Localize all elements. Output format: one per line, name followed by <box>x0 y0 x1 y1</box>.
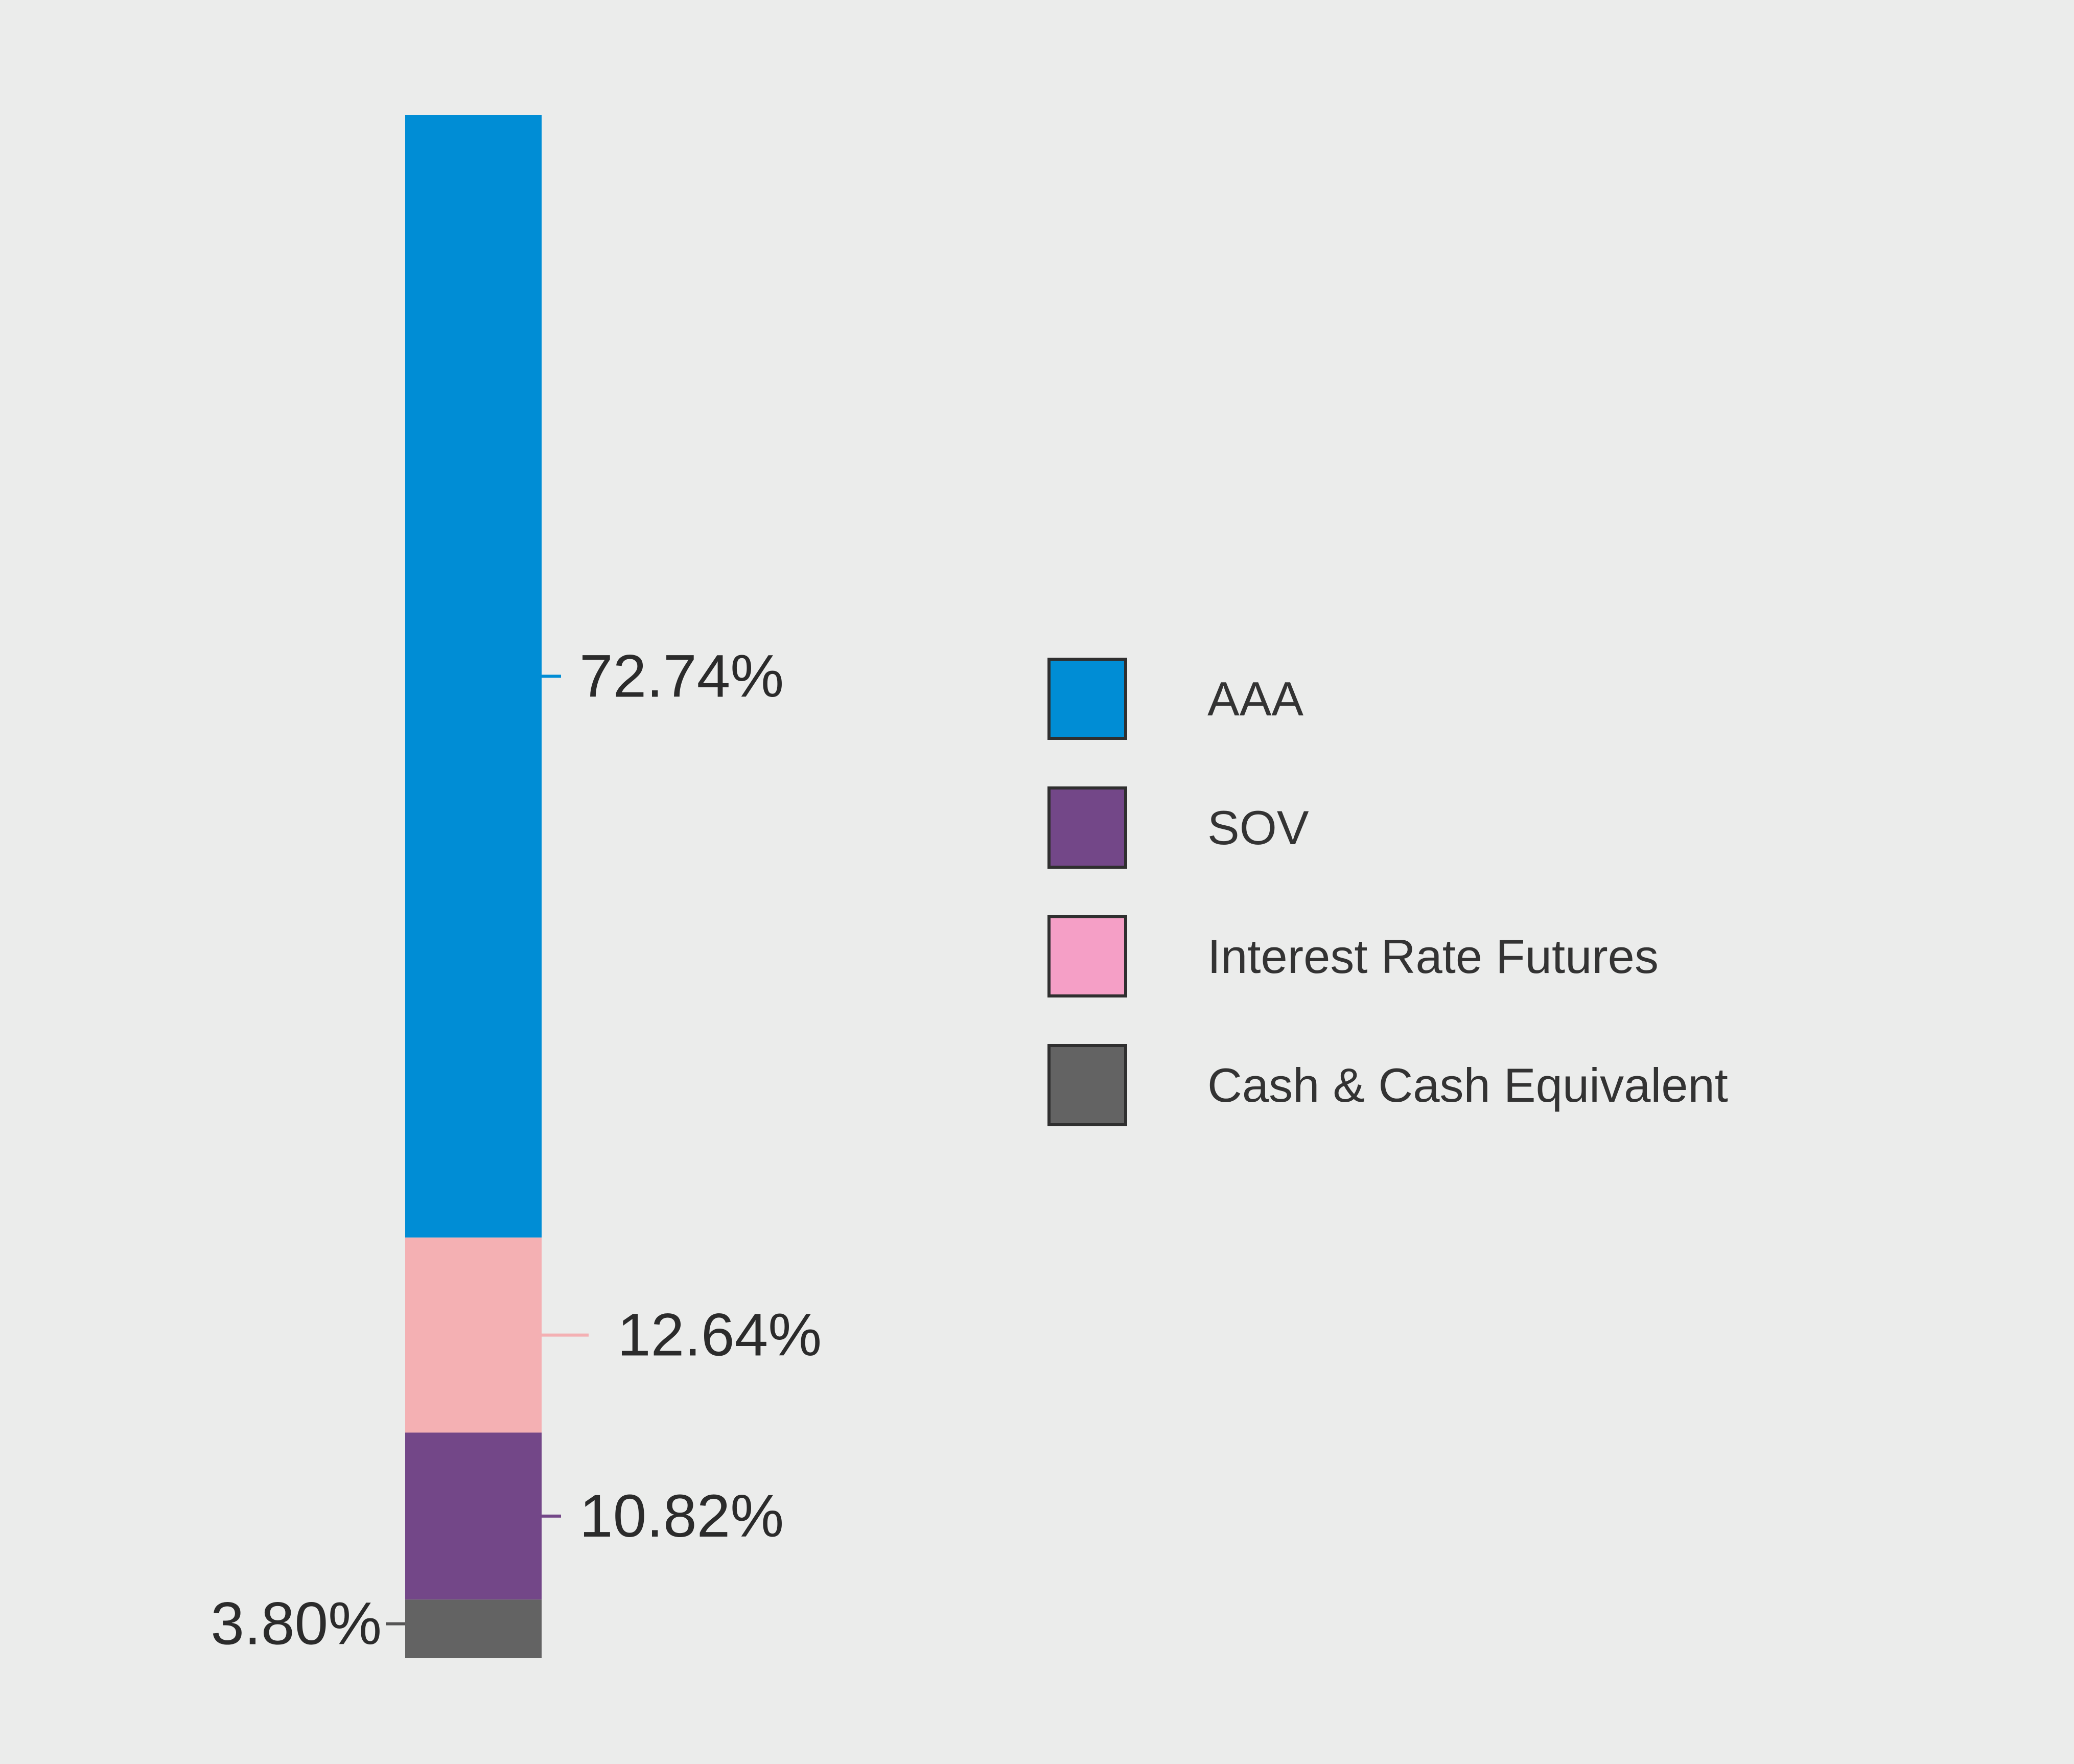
bar-segment-interest-rate-futures <box>405 1237 542 1433</box>
legend-item-cash-and-cash-equivalent: Cash & Cash Equivalent <box>1047 1044 1728 1126</box>
legend-item-sov: SOV <box>1047 786 1309 869</box>
bar-segment-cash-and-cash-equivalent <box>405 1599 542 1658</box>
legend-label-aaa: AAA <box>1207 672 1303 726</box>
data-label-interest-rate-futures: 12.64% <box>617 1302 822 1369</box>
legend-label-cash-and-cash-equivalent: Cash & Cash Equivalent <box>1207 1058 1728 1112</box>
legend: AAA SOV Interest Rate Futures Cash & Cash E… <box>1047 658 1728 1126</box>
data-label-sov: 10.82% <box>579 1482 784 1550</box>
legend-swatch-cash-and-cash-equivalent <box>1047 1044 1127 1126</box>
bar-segment-aaa <box>405 115 542 1238</box>
legend-swatch-interest-rate-futures <box>1047 915 1127 997</box>
bar-segment-sov <box>405 1432 542 1600</box>
data-label-aaa: 72.74% <box>579 642 784 710</box>
legend-label-sov: SOV <box>1207 801 1309 854</box>
legend-swatch-aaa <box>1047 658 1127 740</box>
data-label-cash-and-cash-equivalent: 3.80% <box>211 1590 382 1658</box>
legend-label-interest-rate-futures: Interest Rate Futures <box>1207 930 1659 983</box>
legend-item-aaa: AAA <box>1047 658 1303 740</box>
legend-item-interest-rate-futures: Interest Rate Futures <box>1047 915 1659 997</box>
data-labels: 72.74% 12.64% 10.82% 3.80% <box>211 642 822 1657</box>
legend-swatch-sov <box>1047 786 1127 869</box>
stacked-bar <box>405 115 542 1658</box>
